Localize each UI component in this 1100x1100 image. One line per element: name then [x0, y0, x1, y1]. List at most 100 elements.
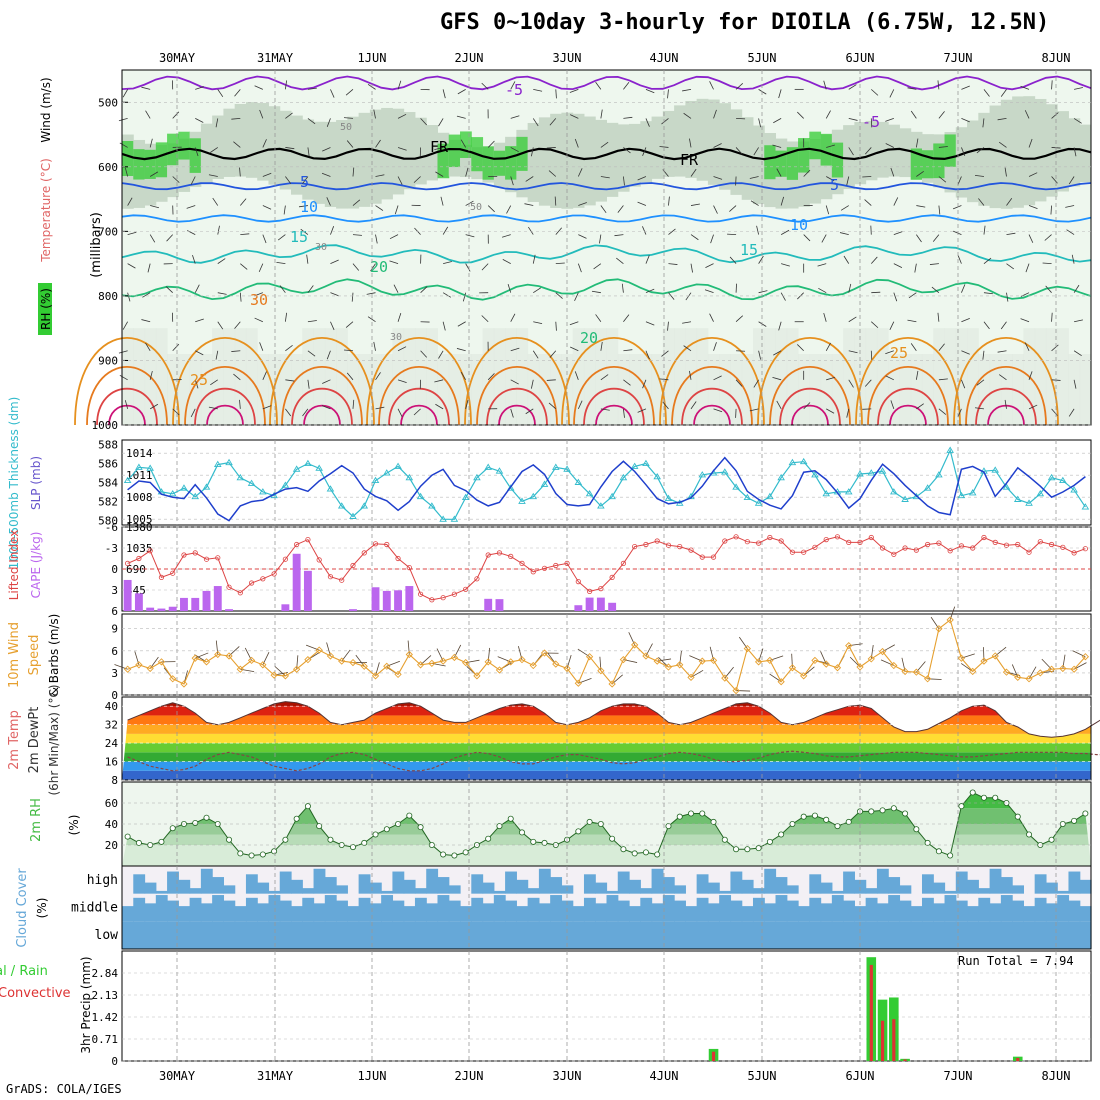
rh-low-shade: [1045, 328, 1058, 425]
thickness-line: [127, 448, 1086, 520]
wind-barb: [397, 379, 407, 383]
cloud-low: [527, 921, 540, 949]
wind-barb: [239, 399, 241, 409]
cloud-middle: [617, 900, 630, 922]
wind-barb: [690, 263, 693, 273]
wind-barb: [848, 84, 857, 90]
y-tick-label: -6: [105, 521, 118, 534]
wind-barb: [555, 292, 563, 299]
wind-barb: [502, 259, 511, 264]
wind-barb: [776, 400, 782, 410]
cloud-low: [268, 921, 281, 949]
wind-barb: [262, 172, 272, 177]
contour-label: FR: [430, 138, 449, 156]
wind-barb: [916, 205, 926, 208]
cloud-middle: [809, 897, 822, 922]
wind-barb: [533, 287, 542, 294]
wind-barb: [938, 343, 945, 352]
date-label: 31MAY: [257, 1069, 294, 1083]
wind-barb: [600, 205, 607, 214]
wind-barb: [780, 229, 790, 235]
thickness-point: [811, 471, 819, 478]
cloud-high: [437, 877, 450, 894]
thickness-point: [946, 446, 954, 453]
y-tick-label: 20: [105, 839, 118, 852]
cloud-high: [392, 871, 405, 894]
cloud-low: [403, 921, 416, 949]
date-label: 5JUN: [748, 1069, 777, 1083]
wind-barb: [848, 147, 854, 156]
wind-speed-point: [552, 660, 560, 668]
thickness-point: [428, 502, 436, 509]
date-label: 4JUN: [650, 51, 679, 65]
cloud-low: [122, 921, 134, 949]
wind-barb: [778, 89, 782, 99]
wind-barb: [510, 347, 520, 352]
wind-barb: [818, 287, 827, 294]
rh-low-shade: [1079, 354, 1092, 425]
cloud-middle: [189, 897, 202, 922]
wind-barb: [298, 205, 308, 208]
wind-barb: [661, 350, 669, 357]
thickness-axis-label: 1000-500mb Thickness (dm): [7, 397, 21, 570]
warm-contour: [889, 404, 927, 426]
wind-barb: [438, 118, 444, 127]
cloud-low: [989, 921, 1002, 949]
rh-axis-label: RH (%): [39, 288, 53, 330]
rh2m-point: [642, 849, 649, 856]
wind-barb: [502, 234, 511, 238]
lifted-index-point: [1048, 541, 1055, 548]
rh-label: 50: [470, 202, 482, 213]
cloud-low: [955, 921, 968, 949]
y-tick-label-right: 690: [126, 563, 146, 576]
rh-low-shade: [606, 328, 619, 425]
wind-barb: [165, 286, 173, 293]
lifted-index-point: [834, 534, 841, 540]
lifted-index-point: [294, 541, 300, 548]
cape-bar: [180, 597, 188, 611]
cloud-low: [1045, 921, 1058, 949]
cape-bar: [303, 570, 312, 611]
lifted-index-point: [699, 554, 705, 560]
y-tick-label: 500: [98, 96, 118, 109]
wind-barb: [907, 319, 917, 323]
thickness-point: [259, 488, 267, 495]
cloud-middle: [133, 897, 146, 922]
wind-barb: [124, 400, 129, 409]
thickness-point: [247, 479, 256, 486]
rh-label: 30: [390, 332, 402, 343]
cloud-low: [313, 921, 326, 949]
rh2m-point: [383, 826, 390, 833]
wind-barb: [574, 292, 579, 302]
cloud-middle: [696, 897, 709, 922]
chart-title: GFS 0~10day 3-hourly for DIOILA (6.75W, …: [440, 10, 1050, 35]
lifted-index-point: [192, 550, 198, 556]
rh-moist: [775, 150, 788, 177]
cloud-low: [369, 921, 382, 949]
lifted-index-point: [474, 576, 480, 582]
lifted-index-point: [958, 543, 965, 549]
rh2m-point: [1082, 810, 1089, 817]
wind-barb: [1068, 408, 1075, 417]
lifted-index-point: [248, 580, 255, 586]
wind-barb: [217, 89, 224, 98]
wind-speed-point: [540, 649, 549, 657]
rh-legend-swatch: [38, 283, 52, 335]
thickness-point: [630, 462, 639, 469]
rh-moist: [437, 143, 450, 179]
wind-barb: [122, 321, 128, 330]
contour-label: 15: [290, 228, 308, 246]
wind-barb: [118, 350, 128, 354]
warm-contour: [681, 388, 743, 426]
precip-panel: 0 0.71 1.42 2.13 2.84 Run Total = 7.94 tal / R…: [0, 950, 1092, 1068]
wind-barb: [864, 147, 872, 155]
wind-barb: [668, 292, 675, 300]
thickness-point: [608, 492, 616, 500]
wind-barb: [961, 147, 966, 156]
wind-speed-point: [890, 661, 898, 670]
wind-barb: [758, 290, 768, 294]
lifted-index-point: [327, 574, 334, 580]
wind-barb: [259, 342, 264, 351]
rh-shade: [302, 119, 315, 200]
contour-label: 10: [790, 216, 808, 234]
